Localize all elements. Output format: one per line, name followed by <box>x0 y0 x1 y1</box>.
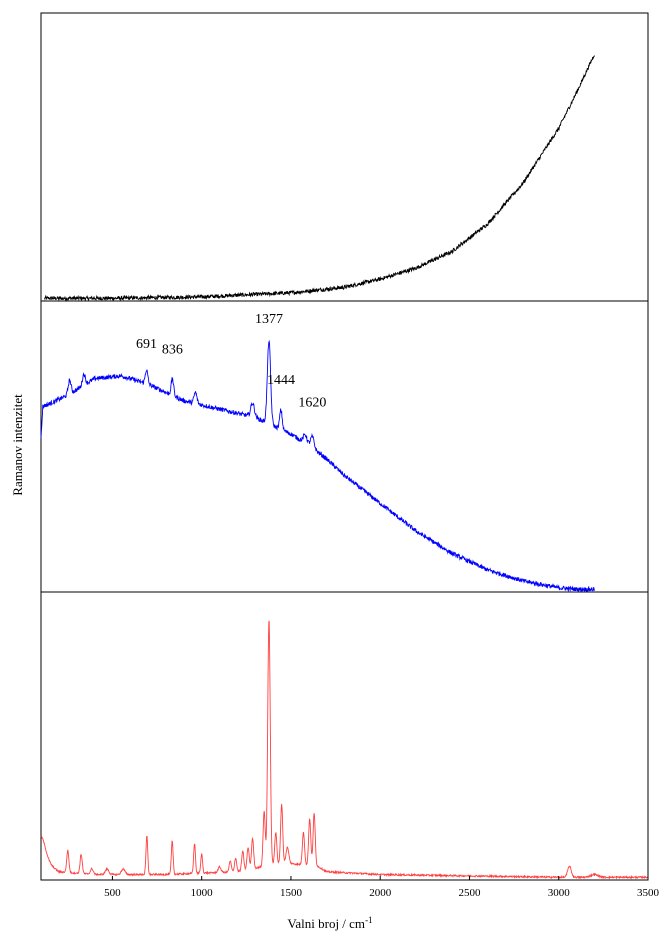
peak-label-691: 691 <box>136 337 157 352</box>
peak-label-1444: 1444 <box>267 373 295 388</box>
panel-1 <box>40 12 649 302</box>
panel-3 <box>40 591 649 881</box>
x-axis-label: Valni broj / cm-1 <box>287 915 372 931</box>
y-axis-label: Ramanov intenzitet <box>10 394 25 496</box>
x-tick-label: 1500 <box>280 887 303 899</box>
x-tick-label: 2500 <box>458 887 481 899</box>
x-tick-label: 3500 <box>637 887 660 899</box>
x-tick-label: 3000 <box>548 887 571 899</box>
peak-label-836: 836 <box>162 343 183 358</box>
peak-label-1377: 1377 <box>255 312 283 327</box>
x-tick-label: 2000 <box>369 887 392 899</box>
x-tick-label: 1000 <box>191 887 214 899</box>
spectrum-line-1 <box>44 55 595 302</box>
spectrum-line-3 <box>40 620 649 880</box>
panel-frame <box>40 12 649 302</box>
peak-label-1620: 1620 <box>298 395 326 410</box>
x-axis: 500 1000 1500 2000 2500 3000 3500 <box>104 876 660 899</box>
panel-frame <box>40 591 649 881</box>
spectrum-line-2 <box>40 339 595 593</box>
x-tick-label: 500 <box>104 887 121 899</box>
panel-frame <box>40 300 649 593</box>
